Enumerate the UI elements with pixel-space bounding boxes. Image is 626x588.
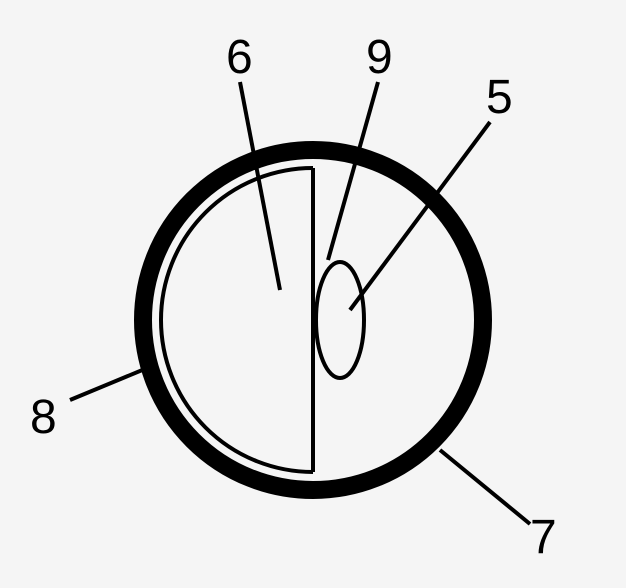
diagram-canvas (0, 0, 626, 588)
label-8: 8 (30, 390, 57, 445)
label-9: 9 (366, 30, 393, 85)
label-7: 7 (530, 510, 557, 565)
label-6: 6 (226, 30, 253, 85)
leader-line-7 (440, 450, 530, 524)
leader-line-6 (240, 82, 280, 290)
label-5: 5 (486, 70, 513, 125)
leader-line-8 (70, 366, 152, 400)
leader-line-9 (328, 82, 378, 260)
leader-line-5 (350, 122, 490, 310)
oval-slot (316, 262, 364, 378)
